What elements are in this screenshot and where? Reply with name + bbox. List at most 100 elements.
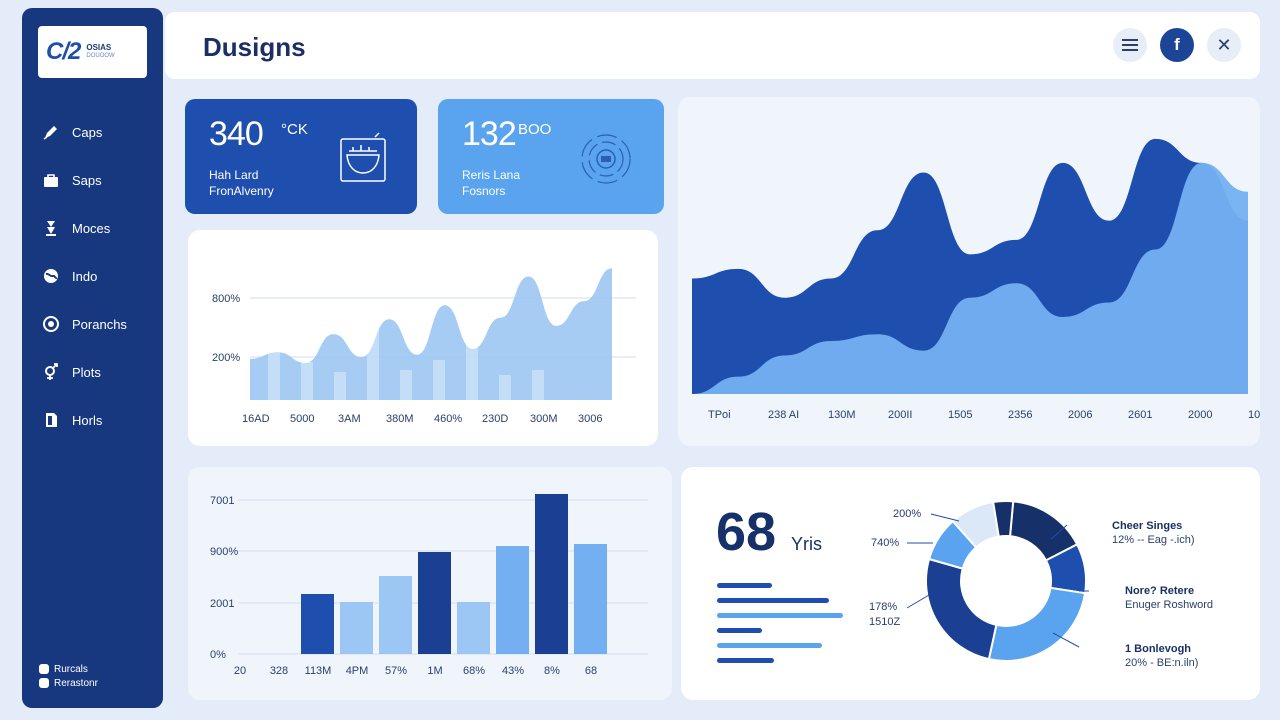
x-tick-label: 230D — [482, 413, 508, 425]
sidebar: C/2 OSIAS DOUOOW Caps Saps Moces Indo Po… — [22, 8, 163, 708]
bar — [400, 370, 412, 400]
x-tick-label: 4PM — [346, 665, 369, 677]
checkbox-icon — [39, 678, 49, 688]
stat-line: Fosnors — [462, 184, 506, 198]
donut-slice — [925, 557, 998, 661]
x-tick-label: 2601 — [1128, 409, 1152, 421]
legend-bar — [717, 658, 774, 663]
legend-bar — [717, 613, 843, 618]
donut-slice — [992, 500, 1015, 538]
facebook-icon: f — [1174, 35, 1180, 54]
stat-value: 340 — [209, 115, 264, 153]
radar-icon — [581, 134, 631, 184]
x-tick-label: 68 — [585, 665, 597, 677]
download-icon — [40, 219, 62, 237]
label-title: Nore? Retere — [1125, 585, 1195, 597]
leader-line — [906, 594, 930, 609]
bar — [301, 594, 334, 654]
x-tick-label: 20 — [234, 665, 246, 677]
bar — [499, 375, 511, 400]
donut-left-label: 178% — [869, 601, 898, 613]
bar — [457, 602, 490, 654]
globe-icon — [40, 267, 62, 285]
logo-line1: OSIAS — [86, 43, 112, 52]
legend-bar — [717, 583, 772, 588]
y-tick-label: 200% — [212, 352, 240, 364]
stat-value: 132 — [462, 115, 517, 153]
stat-card-2[interactable]: 132 BOO Reris Lana Fosnors — [438, 99, 664, 214]
label-title: 1 Bonlevogh — [1125, 643, 1192, 655]
x-tick-label: 2356 — [1008, 409, 1032, 421]
legend-item[interactable]: Rurcals — [39, 662, 98, 676]
x-tick-label: 3006 — [578, 413, 602, 425]
menu-icon — [1122, 39, 1138, 51]
bar — [268, 330, 280, 400]
x-tick-label: 2006 — [1068, 409, 1092, 421]
donut-left-label: 1510Z — [869, 616, 901, 628]
x-tick-label: 1M — [427, 665, 442, 677]
basket-icon — [340, 132, 386, 182]
sidebar-item-label: Poranchs — [72, 316, 127, 332]
y-tick-label: 0% — [210, 649, 226, 661]
stat-card-1[interactable]: 340 °CK Hah Lard FronAlvenry — [185, 99, 417, 214]
logo-mark: C/2 — [46, 38, 81, 65]
y-tick-label: 2001 — [210, 598, 234, 610]
leader-line — [1050, 524, 1068, 540]
app-logo[interactable]: C/2 OSIAS DOUOOW — [38, 26, 147, 78]
donut-right-label: Nore? Retere Enuger Roshword — [1125, 584, 1213, 612]
x-tick-label: 328 — [270, 665, 288, 677]
legend-bar — [717, 643, 822, 648]
y-tick-label: 7001 — [210, 495, 234, 507]
sidebar-item-plots[interactable]: Plots — [40, 348, 155, 396]
page-title: Dusigns — [203, 32, 306, 62]
sidebar-legend: Rurcals Rerastonr — [39, 662, 98, 690]
checkbox-icon — [39, 664, 49, 674]
legend-bar — [717, 598, 829, 603]
sidebar-item-saps[interactable]: Saps — [40, 156, 155, 204]
legend-item[interactable]: Rerastonr — [39, 676, 98, 690]
bag-icon — [40, 171, 62, 189]
sidebar-item-label: Moces — [72, 220, 111, 236]
stat-unit: BOO — [518, 121, 552, 138]
document-icon — [40, 411, 62, 429]
bar — [418, 552, 451, 654]
sidebar-item-indo[interactable]: Indo — [40, 252, 155, 300]
y-tick-label: 900% — [210, 546, 238, 558]
label-sub: 20% - BE:n.iln) — [1125, 657, 1199, 669]
close-button[interactable]: ✕ — [1207, 28, 1241, 62]
facebook-button[interactable]: f — [1160, 28, 1194, 62]
big-number: 68 — [716, 502, 777, 562]
label-sub: Enuger Roshword — [1125, 599, 1214, 611]
leader-line — [1052, 632, 1080, 648]
area-series — [250, 268, 612, 400]
x-tick-label: 113M — [305, 665, 332, 677]
x-tick-label: 68% — [463, 665, 485, 677]
sidebar-item-poranchs[interactable]: Poranchs — [40, 300, 155, 348]
stat-line: Hah Lard — [209, 168, 259, 182]
x-tick-label: 3AM — [338, 413, 361, 425]
legend-label: Rurcals — [54, 663, 88, 675]
donut-panel: 68 Yris 200% 740% 178% 1510Z Cheer Singe… — [681, 467, 1260, 700]
donut-right-label: 1 Bonlevogh 20% - BE:n.iln) — [1125, 642, 1198, 670]
sidebar-item-label: Horls — [72, 412, 103, 428]
stat-line: Reris Lana — [462, 168, 521, 182]
x-tick-label: 1006 — [1248, 409, 1260, 421]
sidebar-item-caps[interactable]: Caps — [40, 108, 155, 156]
logo-line2: DOUOOW — [86, 53, 115, 59]
bar — [379, 576, 412, 654]
donut-right-label: Cheer Singes 12% -- Eag -.ich) — [1112, 519, 1195, 547]
x-tick-label: 300M — [530, 413, 558, 425]
x-tick-label: 8% — [544, 665, 560, 677]
sidebar-item-horls[interactable]: Horls — [40, 396, 155, 444]
bar — [334, 372, 346, 400]
logo-text: OSIAS DOUOOW — [86, 43, 114, 61]
sidebar-item-moces[interactable]: Moces — [40, 204, 155, 252]
x-tick-label: 1505 — [948, 409, 972, 421]
menu-button[interactable] — [1113, 28, 1147, 62]
area-chart: 800% 200% 16AD 5000 3AM 380M 460% 230D 300M 3006 — [212, 268, 636, 425]
bar — [367, 310, 379, 400]
trend-chart-panel: TPoi 238 AI 130M 200II 1505 2356 2006 2601 2000 1… — [678, 97, 1260, 446]
bar — [574, 544, 607, 654]
bar — [433, 360, 445, 400]
bar — [496, 546, 529, 654]
